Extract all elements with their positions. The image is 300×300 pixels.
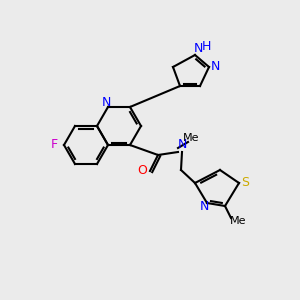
- Text: F: F: [50, 139, 58, 152]
- Text: N: N: [193, 41, 203, 55]
- Text: S: S: [241, 176, 249, 190]
- Text: N: N: [177, 139, 187, 152]
- Text: N: N: [210, 61, 220, 74]
- Text: N: N: [199, 200, 209, 212]
- Text: Me: Me: [183, 133, 199, 143]
- Text: H: H: [201, 40, 211, 52]
- Text: N: N: [101, 95, 111, 109]
- Text: O: O: [137, 164, 147, 178]
- Text: Me: Me: [230, 216, 246, 226]
